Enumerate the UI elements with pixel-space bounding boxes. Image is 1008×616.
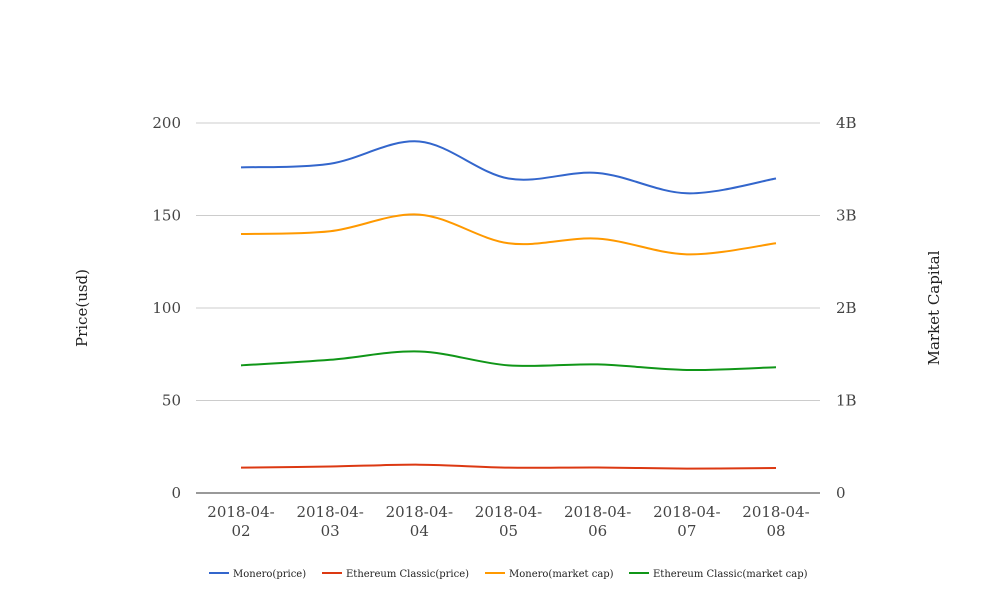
series-lines bbox=[240, 140, 777, 470]
right-axis-title: Market Capital bbox=[925, 250, 943, 365]
legend-item-ethereum-classic-price[interactable]: Ethereum Classic(price) bbox=[322, 569, 469, 580]
right-tick-label: 1B bbox=[836, 392, 857, 410]
x-tick-label: 2018-04-04 bbox=[386, 503, 453, 540]
legend-label: Monero(market cap) bbox=[509, 569, 614, 580]
legend-item-monero-price[interactable]: Monero(price) bbox=[209, 569, 306, 580]
x-tick-label: 2018-04-02 bbox=[207, 503, 274, 540]
left-tick-label: 200 bbox=[152, 114, 181, 132]
gridlines bbox=[196, 122, 820, 494]
left-axis-title: Price(usd) bbox=[73, 269, 91, 347]
left-tick-label: 100 bbox=[152, 299, 181, 317]
right-tick-label: 4B bbox=[836, 114, 857, 132]
left-tick-label: 150 bbox=[152, 207, 181, 225]
series-line-monero-price bbox=[240, 140, 777, 195]
right-axis-ticks: 0 1B 2B 3B 4B bbox=[836, 114, 857, 502]
legend: Monero(price) Ethereum Classic(price) Mone… bbox=[209, 569, 808, 580]
series-line-ethereum-classic-price bbox=[240, 463, 777, 470]
x-tick-label: 2018-04-08 bbox=[742, 503, 809, 540]
left-tick-label: 50 bbox=[162, 392, 181, 410]
x-tick-label: 2018-04-07 bbox=[653, 503, 720, 540]
x-axis-ticks: 2018-04-02 2018-04-03 2018-04-04 2018-04-05… bbox=[207, 503, 809, 540]
legend-label: Ethereum Classic(price) bbox=[346, 569, 469, 580]
legend-label: Monero(price) bbox=[233, 569, 306, 580]
left-axis-ticks: 0 50 100 150 200 bbox=[152, 114, 181, 502]
legend-label: Ethereum Classic(market cap) bbox=[653, 569, 808, 580]
x-tick-label: 2018-04-03 bbox=[296, 503, 363, 540]
x-tick-label: 2018-04-06 bbox=[564, 503, 631, 540]
series-line-ethereum-classic-market-cap bbox=[240, 350, 777, 372]
right-tick-label: 0 bbox=[836, 484, 846, 502]
right-tick-label: 3B bbox=[836, 207, 857, 225]
right-tick-label: 2B bbox=[836, 299, 857, 317]
legend-item-monero-market-cap[interactable]: Monero(market cap) bbox=[485, 569, 614, 580]
left-tick-label: 0 bbox=[171, 484, 181, 502]
legend-item-ethereum-classic-market-cap[interactable]: Ethereum Classic(market cap) bbox=[629, 569, 808, 580]
series-line-monero-market-cap bbox=[240, 213, 777, 256]
x-tick-label: 2018-04-05 bbox=[475, 503, 542, 540]
